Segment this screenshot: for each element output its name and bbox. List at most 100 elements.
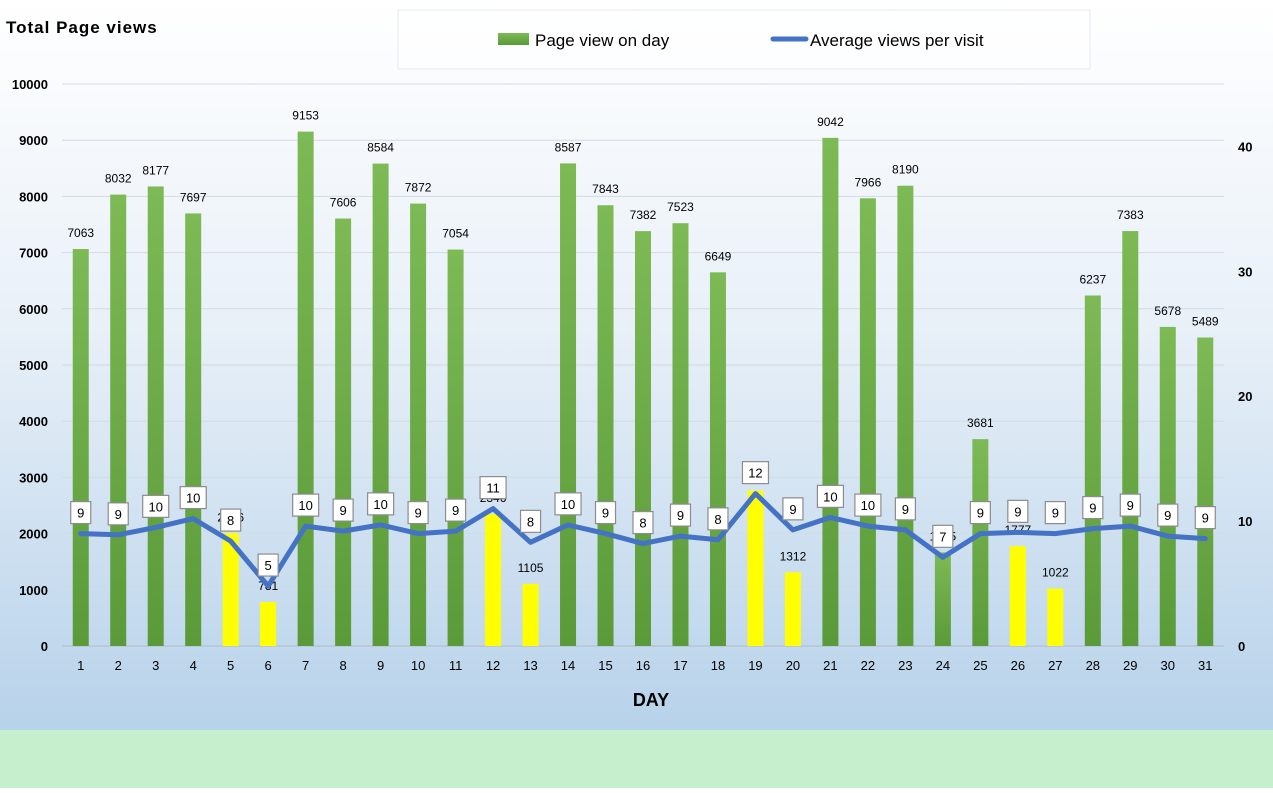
y2-tick-label: 0: [1238, 639, 1245, 654]
bar: [822, 137, 839, 646]
y-tick-label: 8000: [19, 189, 48, 204]
line-value-label: 9: [1052, 506, 1059, 521]
line-value-label: 9: [789, 502, 796, 517]
y2-tick-label: 20: [1238, 389, 1252, 404]
line-label-box: [594, 501, 617, 525]
bar-value-label: 8190: [892, 163, 919, 177]
bar-value-label: 8177: [142, 163, 169, 177]
bar: [859, 198, 876, 647]
bar: [147, 186, 164, 646]
line-value-label: 9: [1164, 508, 1171, 523]
x-tick-label: 16: [636, 658, 650, 673]
x-tick-label: 30: [1161, 658, 1175, 673]
bar-labels: 7063803281777697200678191537606858478727…: [67, 109, 1219, 594]
bar-value-label: 1312: [780, 549, 807, 563]
line-value-label: 10: [373, 497, 387, 512]
bar: [485, 514, 502, 646]
bar: [709, 272, 726, 646]
bar-value-label: 7054: [442, 227, 469, 241]
y-tick-label: 6000: [19, 302, 48, 317]
bar: [1159, 326, 1176, 646]
x-tick-label: 4: [190, 658, 197, 673]
bar: [897, 185, 914, 647]
x-tick-label: 3: [152, 658, 159, 673]
line-label-box: [444, 498, 467, 522]
line-value-label: 12: [748, 466, 762, 481]
x-tick-label: 20: [786, 658, 800, 673]
line-value-label: 5: [265, 558, 272, 573]
x-tick-label: 6: [265, 658, 272, 673]
line-label-box: [367, 492, 395, 516]
line-label-box: [257, 553, 279, 577]
line-label-box: [332, 498, 354, 522]
y-tick-label: 5000: [19, 358, 48, 373]
bar: [185, 213, 202, 647]
bar: [1197, 337, 1214, 646]
bar: [72, 249, 89, 647]
bar-value-label: 7697: [180, 190, 207, 204]
x-tick-label: 17: [673, 658, 687, 673]
bottom-band: [0, 730, 1273, 788]
bar-value-label: 7063: [67, 226, 94, 240]
x-tick-label: 12: [486, 658, 500, 673]
line-value-label: 10: [861, 498, 875, 513]
line-value-label: 8: [527, 514, 534, 529]
x-tick-label: 1: [77, 658, 84, 673]
bar: [784, 572, 801, 646]
bar: [597, 205, 614, 647]
bar-value-label: 7523: [667, 200, 694, 214]
x-tick-label: 7: [302, 658, 309, 673]
x-axis: 1 2 3 4 5 6 7 8 9 10 11 12 13 14 15 16 17 18 19 20 21 22 23 24 2…: [77, 658, 1212, 673]
bar: [410, 203, 427, 646]
line-label-box: [107, 502, 129, 526]
line-value-label: 9: [414, 506, 421, 521]
bar: [447, 249, 464, 647]
bar: [522, 583, 539, 646]
bar-value-label: 7606: [330, 196, 357, 210]
y2-tick-label: 40: [1238, 139, 1252, 154]
bar-value-label: 7382: [630, 208, 657, 222]
bar: [672, 223, 689, 646]
x-tick-label: 2: [115, 658, 122, 673]
line-label-box: [707, 507, 729, 531]
line-value-label: 10: [561, 497, 575, 512]
x-tick-label: 23: [898, 658, 912, 673]
bar: [1122, 231, 1139, 647]
line-value-label: 9: [340, 503, 347, 518]
line-label-box: [669, 503, 692, 527]
x-tick-label: 26: [1011, 658, 1025, 673]
bar-value-label: 7966: [855, 175, 882, 189]
line-value-label: 9: [977, 506, 984, 521]
line-value-label: 9: [452, 503, 459, 518]
line-value-label: 10: [148, 499, 162, 514]
chart-title: Total Page views: [6, 18, 158, 37]
x-tick-label: 14: [561, 658, 575, 673]
x-tick-label: 11: [449, 658, 463, 673]
right-axis: 0 10 20 30 40: [1238, 139, 1252, 654]
x-tick-label: 27: [1048, 658, 1062, 673]
line-label-box: [554, 492, 582, 516]
bar-value-label: 8584: [367, 141, 394, 155]
bar: [372, 163, 389, 646]
y2-tick-label: 30: [1238, 264, 1252, 279]
line-label-box: [969, 501, 991, 525]
bar-value-label: 6649: [705, 249, 732, 263]
line-label-box: [220, 508, 242, 532]
line-value-label: 8: [714, 512, 721, 527]
bar-value-label: 8587: [555, 140, 582, 154]
line-value-label: 8: [639, 516, 646, 531]
line-label-box: [1157, 503, 1179, 527]
line-value-label: 10: [823, 489, 837, 504]
x-tick-label: 8: [340, 658, 347, 673]
x-tick-label: 15: [598, 658, 612, 673]
x-tick-label: 24: [936, 658, 950, 673]
legend-swatch-page-view: [498, 33, 529, 45]
line-label-box: [1044, 501, 1066, 525]
bar: [560, 163, 577, 647]
bar: [1009, 546, 1026, 646]
bar-value-label: 9153: [292, 109, 319, 123]
bar: [1047, 588, 1064, 646]
line-label-box: [479, 476, 507, 500]
y2-tick-label: 10: [1238, 514, 1252, 529]
